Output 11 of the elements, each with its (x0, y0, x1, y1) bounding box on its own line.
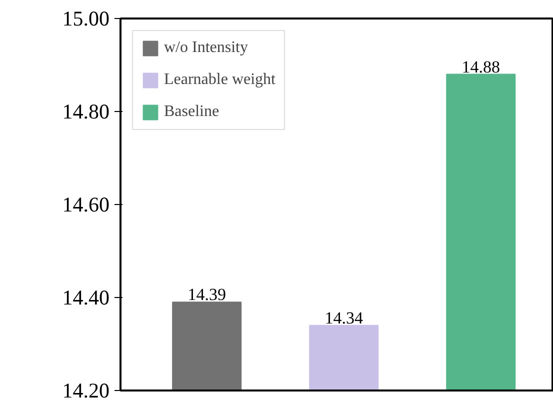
legend-label: Learnable weight (164, 71, 276, 89)
y-tick-label: 14.40 (62, 286, 110, 310)
y-tick-label: 14.80 (62, 100, 110, 124)
y-tick-label: 14.20 (62, 378, 110, 402)
data-label: 14.88 (462, 57, 500, 76)
data-label: 14.34 (324, 308, 364, 328)
legend-label: w/o Intensity (164, 39, 248, 57)
y-tick-label: 14.60 (62, 192, 110, 216)
y-tick-label: 15.00 (62, 6, 110, 30)
data-label: 14.39 (188, 285, 226, 304)
legend-label: Baseline (164, 103, 220, 121)
